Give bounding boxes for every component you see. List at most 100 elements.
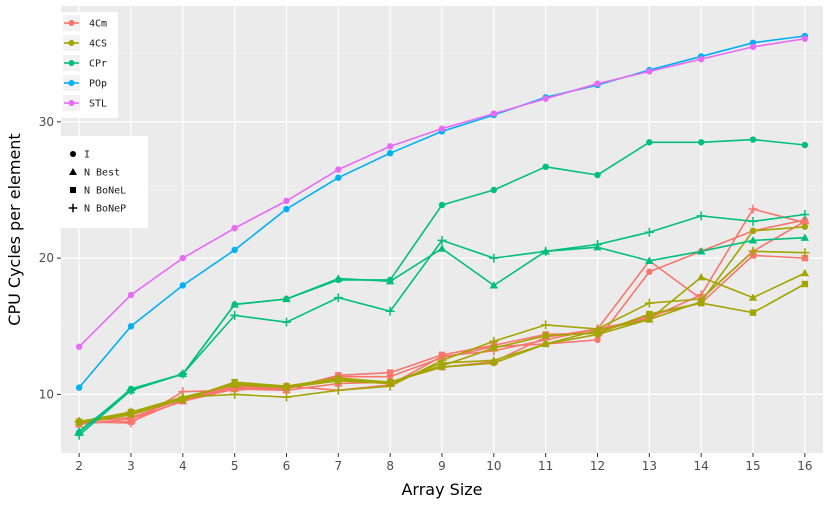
x-tick-label: 13	[642, 459, 657, 473]
data-point-4cs-n-bonep	[748, 246, 758, 256]
data-point-pop-i	[283, 205, 290, 213]
legend: 4Cm 4CS CPr POp STL I N Best N BoNeL N BoNeP	[58, 12, 148, 228]
x-tick-label: 10	[486, 459, 501, 473]
data-point-pop-i	[179, 282, 187, 289]
data-point-cpr-i	[438, 201, 446, 209]
data-point-4cs-i	[801, 223, 809, 230]
x-tick-label: 6	[283, 459, 291, 473]
data-point-cpr-i	[801, 141, 809, 149]
axes: 10 20 30 2 3 4 5 6 7 8 9 10 11 12 13 14 15 16	[39, 115, 813, 473]
data-point-pop-i	[75, 384, 83, 391]
y-tick-label: 20	[39, 251, 54, 265]
data-point-cpr-n-bonep	[800, 210, 810, 220]
data-point-4cs-n-bonel	[749, 309, 757, 316]
data-point-4cs-n-bonel	[490, 344, 498, 352]
data-point-4cs-n-best	[696, 272, 706, 281]
y-axis-title: CPU Cycles per element	[5, 133, 24, 325]
data-point-cpr-n-bonep	[541, 246, 551, 256]
data-point-4cs-n-bonel	[646, 310, 653, 318]
data-point-stl-i	[594, 80, 601, 87]
legend-key-point	[68, 40, 75, 46]
data-point-4cs-n-best	[645, 315, 654, 323]
data-point-4cm-i	[646, 268, 653, 275]
x-tick-label: 15	[745, 459, 760, 473]
y-tick-label: 10	[39, 387, 54, 401]
x-tick-label: 12	[590, 459, 605, 473]
data-point-cpr-n-best	[800, 233, 810, 241]
data-point-cpr-n-best	[437, 244, 447, 252]
data-point-stl-i	[542, 95, 549, 102]
x-tick-label: 3	[127, 459, 135, 473]
legend-label-n-best: N Best	[84, 168, 120, 179]
data-point-cpr-n-best	[334, 274, 343, 282]
data-point-4cs-n-bonel	[231, 378, 238, 386]
data-point-cpr-n-best	[385, 277, 395, 285]
data-point-stl-i	[646, 68, 653, 75]
x-tick-label: 16	[797, 459, 812, 473]
data-point-4cs-n-bonep	[126, 407, 136, 417]
legend-key-point	[68, 80, 75, 86]
data-point-cpr-n-bonep	[748, 216, 758, 226]
triangle-icon	[69, 168, 77, 175]
data-point-cpr-n-bonep	[74, 430, 84, 440]
data-point-cpr-n-bonep	[696, 211, 706, 221]
data-point-4cm-n-bonel	[386, 369, 394, 376]
data-point-4cs-n-best	[489, 356, 499, 364]
data-point-4cs-n-bonep	[489, 336, 499, 346]
data-point-4cs-n-bonep	[333, 385, 343, 395]
data-point-4cs-n-bonep	[281, 392, 291, 402]
legend-key-point	[68, 20, 75, 26]
data-point-4cs-n-bonel	[283, 383, 290, 390]
x-tick-label: 5	[231, 459, 239, 473]
x-tick-label: 4	[179, 459, 187, 473]
data-point-cpr-i	[646, 139, 653, 146]
x-tick-label: 8	[386, 459, 394, 473]
data-point-cpr-n-bonep	[333, 293, 343, 303]
data-point-stl-i	[335, 166, 342, 173]
series-markers	[74, 32, 810, 440]
data-point-pop-i	[231, 246, 238, 254]
data-point-4cs-n-bonep	[230, 389, 240, 399]
data-point-cpr-n-bonep	[230, 310, 240, 320]
data-point-cpr-n-best	[748, 236, 758, 244]
data-point-4cs-n-bonep	[74, 417, 84, 427]
data-point-stl-i	[801, 35, 809, 42]
data-point-cpr-n-bonep	[126, 385, 136, 395]
data-point-cpr-i	[490, 186, 498, 194]
data-point-cpr-n-bonep	[281, 317, 291, 327]
x-tick-label: 2	[75, 459, 83, 473]
legend-key-point	[68, 60, 75, 66]
data-point-cpr-n-bonep	[489, 253, 499, 263]
legend-label-4cm: 4Cm	[89, 19, 107, 30]
data-point-cpr-i	[542, 163, 549, 171]
data-point-cpr-i	[594, 171, 601, 179]
legend-label-4cs: 4CS	[89, 39, 107, 50]
data-point-pop-i	[127, 323, 135, 330]
legend-label-n-bonep: N BoNeP	[84, 204, 126, 215]
data-point-4cm-n-bonel	[801, 254, 809, 262]
data-point-stl-i	[283, 197, 290, 205]
legend-label-pop: POp	[89, 79, 107, 90]
data-point-4cs-i	[749, 227, 757, 235]
data-point-pop-i	[335, 174, 342, 181]
data-point-4cs-n-bonel	[438, 362, 446, 369]
data-point-cpr-n-best	[282, 294, 291, 303]
data-point-cpr-n-best	[74, 426, 84, 435]
x-axis-title: Array Size	[401, 480, 482, 499]
data-point-4cs-n-best	[800, 268, 810, 277]
data-point-4cs-n-bonep	[644, 298, 654, 308]
data-point-stl-i	[75, 343, 83, 350]
data-point-4cs-n-bonep	[541, 320, 551, 330]
data-point-stl-i	[127, 291, 135, 299]
data-point-cpr-n-bonep	[644, 227, 654, 237]
data-point-cpr-i	[697, 139, 705, 146]
data-point-4cs-n-bonep	[385, 381, 395, 391]
data-point-4cs-n-bonel	[801, 280, 809, 288]
legend-label-cpr: CPr	[89, 59, 107, 70]
data-point-cpr-i	[749, 136, 757, 143]
data-point-cpr-n-best	[645, 256, 654, 264]
data-point-stl-i	[438, 125, 446, 132]
data-point-cpr-n-best	[696, 247, 706, 255]
